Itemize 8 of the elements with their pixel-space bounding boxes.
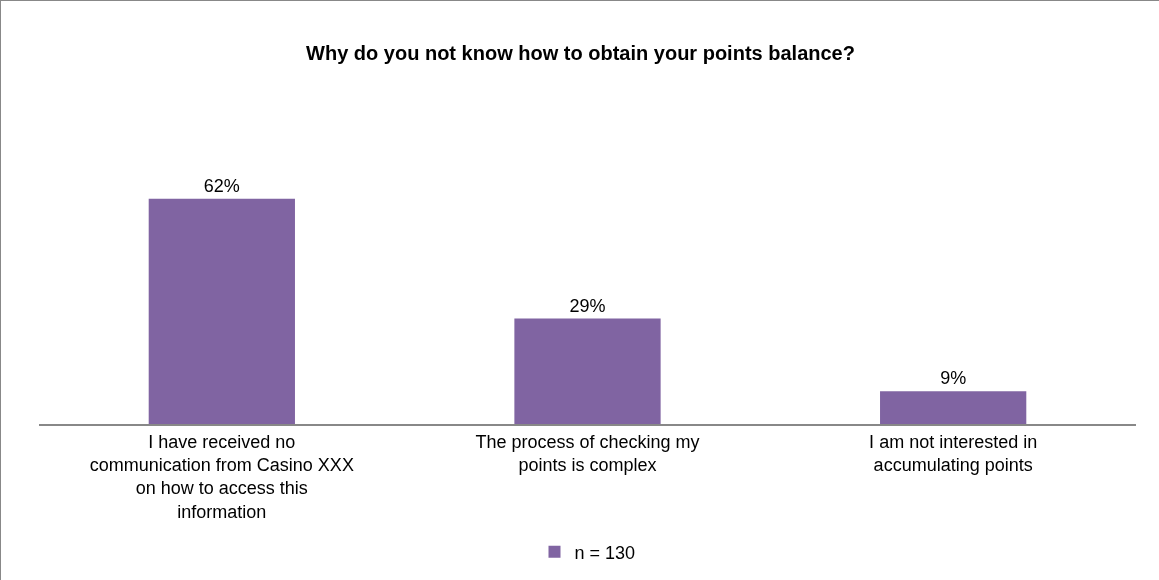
data-label: 62% [203, 175, 240, 196]
x-tick-label: I have received no communication from Casino XXX on how to access this information [89, 431, 354, 522]
data-label: 29% [569, 295, 606, 316]
legend-label: n = 130 [574, 542, 636, 563]
x-tick-label: The process of checking my points is complex [475, 431, 700, 475]
x-tick-label: I am not interested in accumulating points [869, 431, 1038, 475]
chart-title: Why do you not know how to obtain your points balance? [306, 42, 855, 65]
data-label: 9% [940, 368, 967, 389]
